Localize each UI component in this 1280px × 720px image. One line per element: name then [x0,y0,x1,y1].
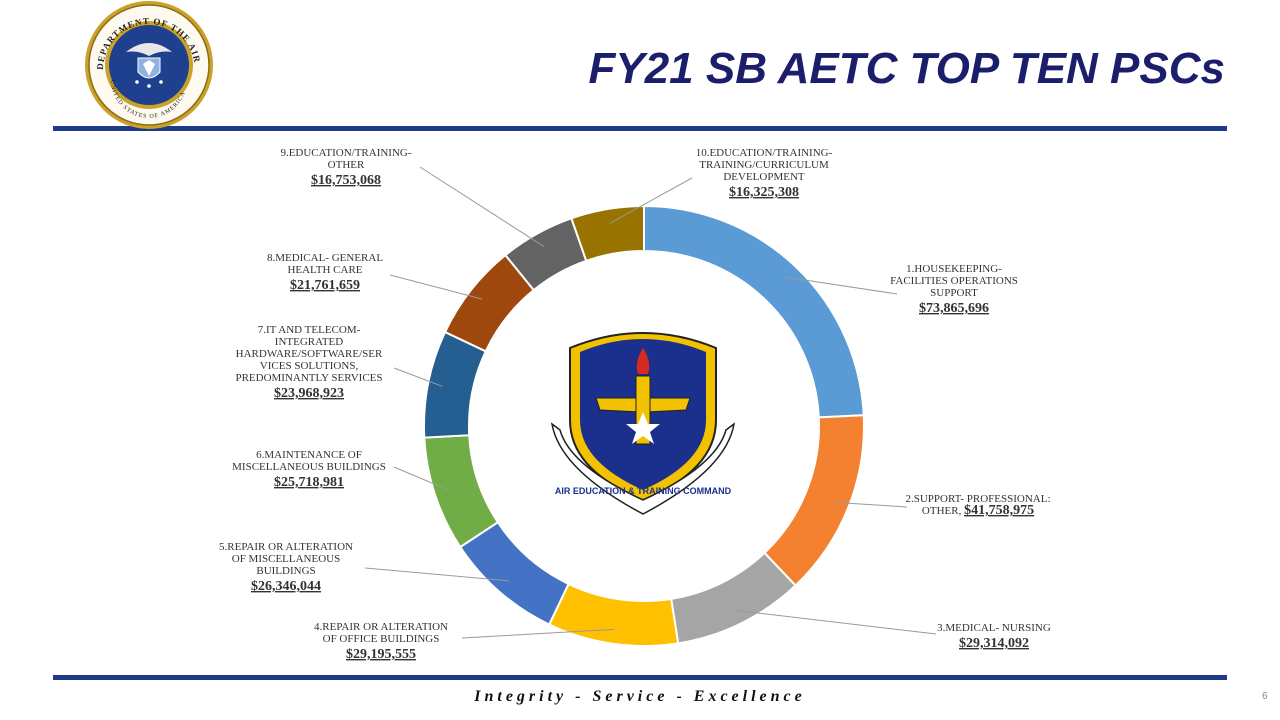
data-label-text: PREDOMINANTLY SERVICES [235,372,382,384]
donut-slice-3 [670,551,797,645]
aetc-emblem-text: AIR EDUCATION & TRAINING COMMAND [555,486,732,496]
data-label-text: TRAINING/CURRICULUM [699,159,829,171]
data-label-text: 3.MEDICAL- NURSING [937,622,1051,634]
leader-line-4 [461,628,615,639]
bottom-divider [53,675,1227,680]
data-label-text: 4.REPAIR OR ALTERATION [314,621,448,633]
page-number: 6 [1262,691,1268,702]
data-label-text: MISCELLANEOUS BUILDINGS [232,461,386,473]
donut-slice-2 [763,414,865,587]
aetc-shield-emblem: AIR EDUCATION & TRAINING COMMAND [550,332,736,515]
data-label-text: 7.IT AND TELECOM- [258,324,361,336]
data-label-text: OTHER [328,159,365,171]
data-label-text: OF MISCELLANEOUS [232,553,340,565]
leader-line-10 [609,177,693,224]
data-label-text: OF OFFICE BUILDINGS [323,633,440,645]
data-value-9: $16,753,068 [311,173,381,188]
data-label-text: OTHER, $41,758,975 [922,503,1034,518]
data-label-text: BUILDINGS [256,565,315,577]
data-value-4: $29,195,555 [346,647,416,662]
data-label-text: 8.MEDICAL- GENERAL [267,252,383,264]
data-value-1: $73,865,696 [919,301,989,316]
donut-slice-6 [423,434,500,549]
data-label-text: 9.EDUCATION/TRAINING- [280,147,411,159]
data-value-7: $23,968,923 [274,386,344,401]
air-force-seal-logo: DEPARTMENT OF THE AIR FORCE UNITED STATE… [0,0,213,129]
data-label-text: VICES SOLUTIONS, [260,360,359,372]
leader-lines [364,166,937,639]
data-label-text: HARDWARE/SOFTWARE/SER [236,348,383,360]
data-label-10: 10.EDUCATION/TRAINING-TRAINING/CURRICULU… [696,147,833,200]
data-label-7: 7.IT AND TELECOM-INTEGRATEDHARDWARE/SOFT… [235,324,383,401]
donut-slice-5 [458,520,570,626]
data-label-text: 5.REPAIR OR ALTERATION [219,541,353,553]
data-label-1: 1.HOUSEKEEPING-FACILITIES OPERATIONSSUPP… [890,263,1018,316]
data-label-text: 2.SUPPORT- PROFESSIONAL: [905,493,1050,505]
leader-line-3 [734,609,937,635]
data-value-3: $29,314,092 [959,636,1029,651]
leader-line-6 [393,466,449,491]
data-label-3: 3.MEDICAL- NURSING $29,314,092 [937,622,1051,651]
page-title: FY21 SB AETC TOP TEN PSCs [588,44,1225,93]
data-label-9: 9.EDUCATION/TRAINING-OTHER $16,753,068 [280,147,411,188]
data-label-text: SUPPORT [930,287,978,299]
leader-line-8 [389,274,483,300]
donut-slice-10 [570,204,645,263]
data-value-10: $16,325,308 [729,185,799,200]
data-label-text: INTEGRATED [275,336,343,348]
data-label-text: FACILITIES OPERATIONS [890,275,1018,287]
donut-slice-4 [547,582,680,647]
leader-line-1 [785,276,898,295]
data-label-text: HEALTH CARE [287,264,362,276]
data-label-2: 2.SUPPORT- PROFESSIONAL:OTHER, $41,758,9… [905,493,1050,518]
data-labels: 1.HOUSEKEEPING-FACILITIES OPERATIONSSUPP… [219,147,1051,662]
leader-line-2 [834,501,908,508]
data-label-text: 10.EDUCATION/TRAINING- [696,147,833,159]
data-label-text: DEVELOPMENT [723,171,805,183]
leader-line-7 [393,367,443,387]
data-label-text: 1.HOUSEKEEPING- [906,263,1002,275]
data-value-6: $25,718,981 [274,475,344,490]
donut-slices [423,204,865,647]
leader-line-9 [419,166,545,247]
leader-line-5 [364,567,510,582]
footer-motto: Integrity - Service - Excellence [474,688,806,705]
data-value-2: $41,758,975 [964,503,1034,518]
top-divider [53,126,1227,131]
data-label-text: 6.MAINTENANCE OF [256,449,362,461]
data-value-8: $21,761,659 [290,278,360,293]
data-value-5: $26,346,044 [251,579,321,594]
